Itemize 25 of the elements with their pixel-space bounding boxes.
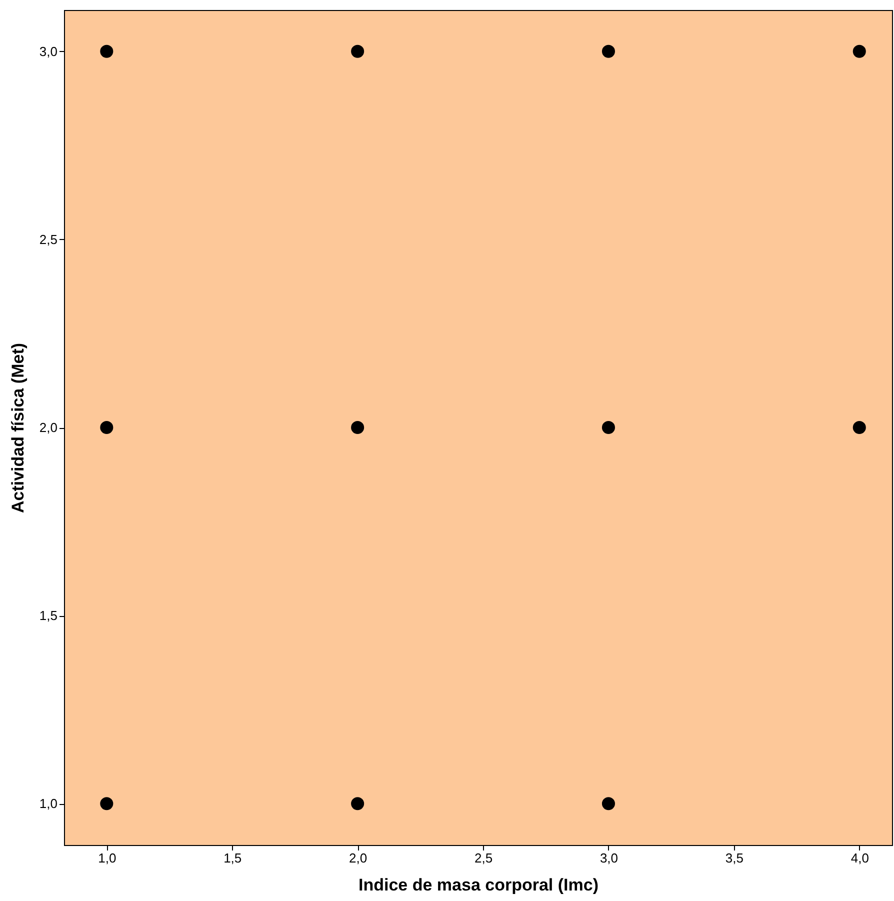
point (602, 44, 615, 58)
x-axis-title: Indice de masa corporal (Imc) (358, 876, 598, 894)
point (100, 44, 114, 58)
point (602, 420, 615, 434)
x-tick-label: 3,5 (725, 850, 744, 866)
x-tick-label: 3,0 (600, 850, 618, 866)
point (351, 44, 364, 58)
y-tick-label: 2,0 (39, 420, 58, 435)
x-tick-label: 4,0 (850, 850, 869, 866)
y-tick-label: 2,5 (39, 232, 58, 247)
point (100, 420, 114, 434)
y-tick-label: 1,0 (39, 796, 58, 812)
x-tick-label: 1,0 (98, 850, 116, 866)
point (852, 44, 866, 58)
x-tick-label: 2,0 (349, 850, 368, 866)
point (602, 797, 615, 810)
y-tick-label: 1,5 (39, 608, 58, 624)
point (852, 420, 866, 434)
point (351, 420, 364, 434)
y-axis-title: Actividad física (Met) (8, 342, 28, 514)
point (351, 797, 364, 810)
x-tick-label: 2,5 (474, 850, 493, 866)
x-tick-label: 1,5 (224, 850, 242, 866)
y-tick-label: 3,0 (39, 44, 58, 59)
point (100, 797, 114, 810)
